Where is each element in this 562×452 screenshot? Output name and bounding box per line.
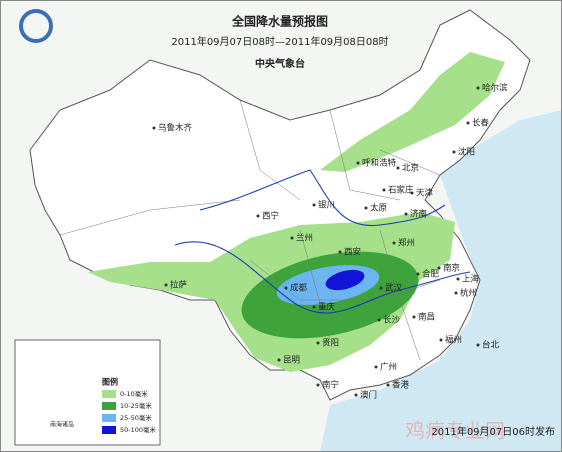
city-label: 兰州 <box>296 233 313 244</box>
legend-label: 25-50毫米 <box>120 413 152 422</box>
city-dot <box>466 121 470 125</box>
city-label: 郑州 <box>398 238 415 249</box>
city-label: 台北 <box>482 340 500 351</box>
city-dot <box>476 343 480 347</box>
city-label: 成都 <box>290 283 308 294</box>
city-label: 南京 <box>443 263 460 274</box>
inset-label: 南海诸岛 <box>50 421 74 429</box>
city-dot <box>377 318 381 322</box>
city-label: 重庆 <box>318 302 336 313</box>
city-dot <box>316 383 320 387</box>
watermark: 鸡病专业网 <box>405 419 505 443</box>
legend-label: 10-25毫米 <box>120 401 152 410</box>
city-dot <box>404 212 408 216</box>
city-label: 天津 <box>416 188 434 199</box>
city-dot <box>374 365 378 369</box>
issuer: 中央气象台 <box>255 57 305 70</box>
city-dot <box>410 191 414 195</box>
city-label: 长沙 <box>383 315 401 326</box>
city-label: 福州 <box>445 335 462 346</box>
city-label: 杭州 <box>460 288 477 299</box>
city-label: 上海 <box>462 274 480 285</box>
city-dot <box>476 86 480 90</box>
city-dot <box>277 358 281 362</box>
city-label: 哈尔滨 <box>482 83 508 94</box>
city-dot <box>312 305 316 309</box>
city-label: 银川 <box>318 200 335 211</box>
legend-swatch <box>102 426 116 434</box>
city-label: 昆明 <box>283 356 300 366</box>
city-label: 合肥 <box>422 269 440 280</box>
city-dot <box>284 286 288 290</box>
city-label: 南昌 <box>418 312 435 323</box>
city-label: 西宁 <box>262 211 279 222</box>
city-dot <box>312 203 316 207</box>
rain-area <box>320 52 505 172</box>
city-label: 武汉 <box>385 283 403 294</box>
city-dot <box>356 161 360 165</box>
city-label: 乌鲁木齐 <box>158 123 193 134</box>
city-dot <box>364 206 368 210</box>
province-lines <box>59 99 441 361</box>
inset-frame <box>14 339 161 446</box>
legend-swatch <box>102 414 116 422</box>
legend-label: 50-100毫米 <box>120 425 157 434</box>
river <box>199 169 446 227</box>
city-dot <box>152 126 156 130</box>
city-dot <box>456 277 460 281</box>
city-dot <box>416 272 420 276</box>
city-dot <box>392 241 396 245</box>
footer: 2011年09月07日06时发布 <box>431 425 555 438</box>
legend-label: 0-10毫米 <box>120 389 148 398</box>
city-dot <box>379 286 383 290</box>
city-label: 拉萨 <box>170 280 188 291</box>
city-dot <box>382 188 386 192</box>
city-label: 贵阳 <box>322 338 339 349</box>
period: 2011年09月07日08时—2011年09月08日08时 <box>171 35 388 48</box>
city-dot <box>164 283 168 287</box>
city-dot <box>454 291 458 295</box>
city-dot <box>452 150 456 154</box>
city-dot <box>316 341 320 345</box>
city-dot <box>437 266 441 270</box>
city-dot <box>354 393 358 397</box>
city-label: 长春 <box>472 118 490 129</box>
city-label: 广州 <box>380 362 397 373</box>
legend-swatch <box>102 390 116 398</box>
city-label: 北京 <box>402 163 419 174</box>
logo <box>19 9 53 43</box>
city-label: 济南 <box>410 209 427 220</box>
river <box>174 241 471 314</box>
sea <box>320 110 562 452</box>
city-dot <box>338 250 342 254</box>
city-label: 呼和浩特 <box>362 158 397 169</box>
city-dot <box>256 214 260 218</box>
title: 全国降水量预报图 <box>231 14 328 29</box>
city-label: 西安 <box>344 247 361 258</box>
legend-swatch <box>102 402 116 410</box>
city-dot <box>290 236 294 240</box>
city-label: 香港 <box>392 380 410 391</box>
city-label: 太原 <box>370 203 387 214</box>
legend: 0-10毫米 10-25毫米 25-50毫米 50-100毫米 <box>102 389 157 434</box>
city-label: 石家庄 <box>388 185 414 196</box>
city-dot <box>396 166 400 170</box>
city-label: 南宁 <box>322 380 339 391</box>
city-dot <box>439 338 443 342</box>
city-dot <box>386 383 390 387</box>
city-label: 澳门 <box>360 390 377 401</box>
rain-area <box>325 269 365 291</box>
city-dot <box>412 315 416 319</box>
legend-title: 图例 <box>102 377 118 387</box>
city-label: 沈阳 <box>458 147 475 158</box>
